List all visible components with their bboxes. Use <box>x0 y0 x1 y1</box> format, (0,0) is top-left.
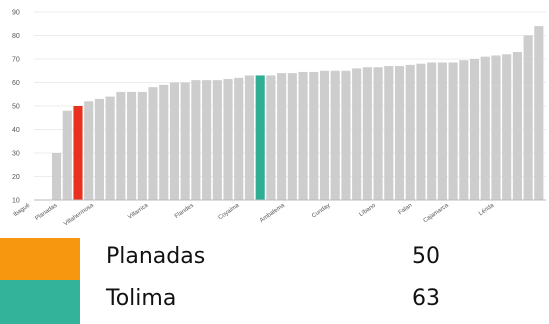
bar-highlight <box>73 106 83 200</box>
y-tick-label: 20 <box>12 174 20 181</box>
bar <box>491 55 501 200</box>
bar <box>116 91 126 200</box>
x-tick-label: Cunday <box>311 203 331 220</box>
bar <box>427 62 437 201</box>
bar <box>512 51 522 201</box>
bar <box>298 71 308 200</box>
bar <box>244 75 255 200</box>
x-tick-label: Ambalema <box>259 202 286 224</box>
bar <box>362 67 372 200</box>
bar <box>534 26 544 200</box>
bar <box>277 73 287 200</box>
bar <box>330 70 340 200</box>
legend-label-tolima: Tolima <box>106 286 177 311</box>
y-tick-label: 90 <box>12 10 20 17</box>
y-tick-label: 70 <box>12 57 20 64</box>
bar <box>94 98 104 200</box>
bar <box>266 75 276 200</box>
y-tick-label: 60 <box>12 80 20 87</box>
bar <box>437 62 447 201</box>
x-tick-label: Lérida <box>478 202 496 217</box>
x-tick-label: Cajamarca <box>423 202 451 224</box>
bar <box>341 70 351 200</box>
legend-label-planadas: Planadas <box>106 244 206 269</box>
bar <box>223 78 233 200</box>
bars <box>52 26 544 201</box>
legend-row-tolima: Tolima 63 <box>0 280 549 324</box>
bar <box>459 60 469 200</box>
bar <box>234 77 244 200</box>
legend-row-planadas: Planadas 50 <box>0 238 549 282</box>
y-tick-label: 80 <box>12 33 20 40</box>
bar <box>105 96 115 200</box>
x-axis-ticks: Ibagué Planadas Villahermosa Villarrica Flan… <box>13 202 496 227</box>
bar <box>319 70 330 200</box>
bar <box>309 71 319 200</box>
bar <box>352 68 362 201</box>
bar <box>384 66 394 200</box>
bar <box>523 35 533 200</box>
x-tick-label: Villahermosa <box>63 202 95 227</box>
x-tick-label: Villarrica <box>127 202 150 220</box>
bar <box>52 153 62 200</box>
y-tick-label: 10 <box>12 198 20 205</box>
bar <box>148 87 158 200</box>
bar <box>191 80 201 200</box>
bar <box>137 91 147 200</box>
bar <box>84 101 94 200</box>
x-tick-label: Flandes <box>174 203 195 220</box>
x-tick-label: Coyaima <box>218 202 241 221</box>
bar <box>159 84 169 200</box>
x-tick-label: Líbano <box>358 202 377 218</box>
bar <box>394 66 405 200</box>
legend-value-tolima: 63 <box>412 286 440 311</box>
y-tick-label: 40 <box>12 127 20 134</box>
bar-chart: 10 20 30 40 50 60 70 80 90 Ibagué Planadas Villahe… <box>12 10 546 227</box>
bar <box>180 82 190 200</box>
bar <box>127 91 137 200</box>
bar <box>448 62 458 201</box>
bar <box>62 110 72 200</box>
legend-swatch-planadas <box>0 238 80 282</box>
bar-highlight <box>255 75 265 200</box>
bar <box>469 59 480 200</box>
bar <box>202 80 212 200</box>
bar <box>502 54 512 200</box>
bar <box>416 63 426 201</box>
legend-value-planadas: 50 <box>412 244 440 269</box>
bar <box>373 67 383 200</box>
x-tick-label: Ibagué <box>13 202 32 218</box>
bar <box>212 80 222 200</box>
y-axis-ticks: 10 20 30 40 50 60 70 80 90 <box>12 10 20 205</box>
bar <box>480 56 490 201</box>
y-tick-label: 30 <box>12 151 20 158</box>
legend-swatch-tolima <box>0 280 80 324</box>
y-tick-label: 50 <box>12 104 20 111</box>
bar <box>287 73 297 200</box>
bar <box>169 82 180 200</box>
x-tick-label: Planadas <box>35 203 59 222</box>
bar <box>405 64 415 200</box>
x-tick-label: Falan <box>398 203 414 217</box>
